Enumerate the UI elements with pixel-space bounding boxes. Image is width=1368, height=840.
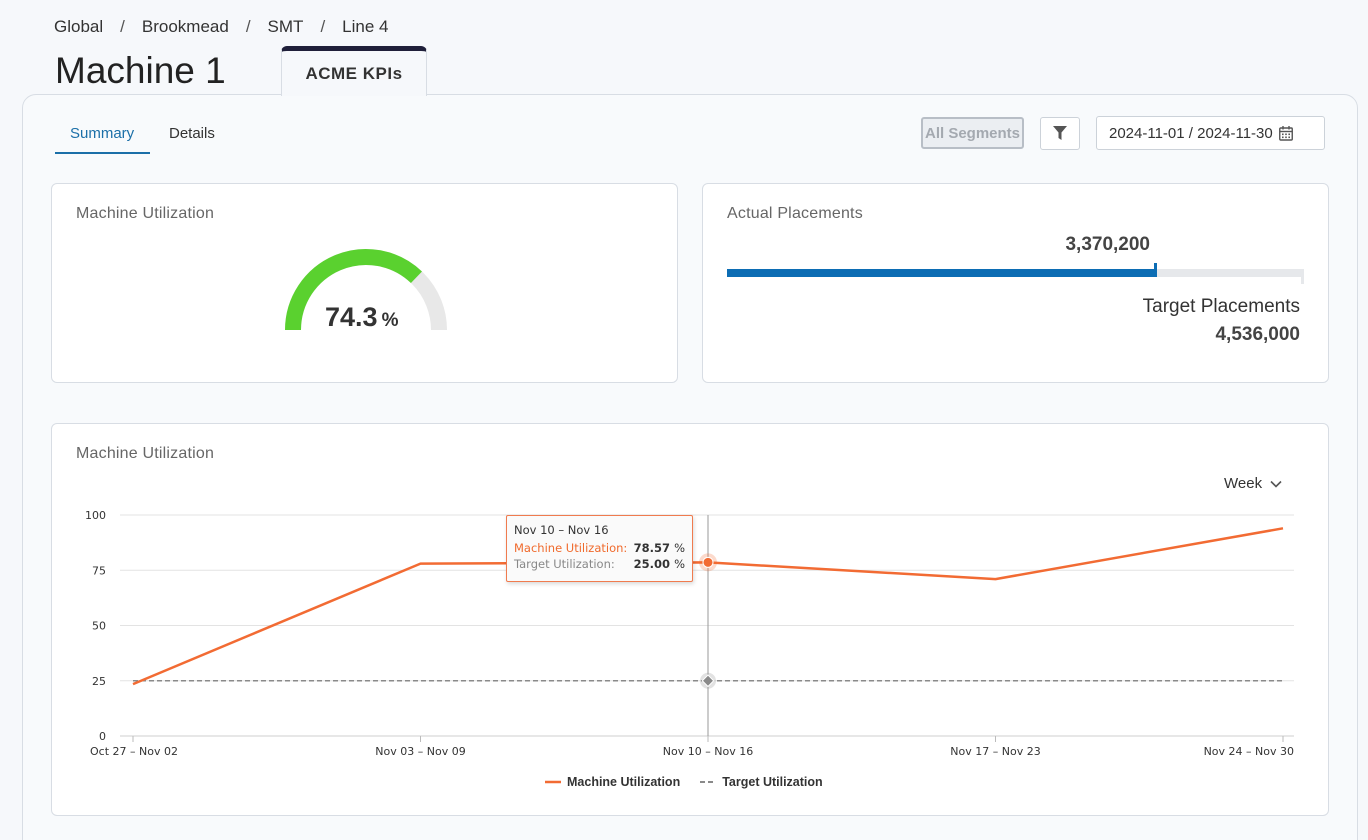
tooltip-tu-unit: % — [674, 557, 685, 571]
tooltip-mu-value: 78.57 — [633, 541, 671, 555]
target-placements-label: Target Placements — [1142, 296, 1300, 317]
placements-card: Actual Placements 3,370,200 Target Place… — [702, 183, 1329, 383]
chart-legend: Machine Utilization Target Utilization — [545, 775, 823, 789]
chart-tooltip: Nov 10 – Nov 16 Machine Utilization: 78.… — [506, 515, 693, 582]
utilization-trend-card: Machine Utilization — [51, 423, 1329, 816]
breadcrumb-item-line[interactable]: Line 4 — [342, 17, 389, 36]
placements-card-title: Actual Placements — [727, 205, 863, 222]
placements-progress-end — [1301, 269, 1304, 284]
date-range-picker[interactable]: 2024-11-01 / 2024-11-30 — [1096, 116, 1325, 150]
tooltip-mu-label: Machine Utilization: — [514, 541, 628, 555]
trend-card-title: Machine Utilization — [76, 445, 215, 462]
utilization-value: 74.3% — [325, 302, 398, 333]
target-placements-value: 4,536,000 — [1215, 324, 1300, 345]
utilization-card: Machine Utilization 74.3% — [51, 183, 678, 383]
period-select-value: Week — [1224, 475, 1263, 492]
page-title: Machine 1 — [55, 50, 226, 91]
legend-line-icon — [545, 780, 561, 784]
tooltip-tu-label: Target Utilization: — [514, 557, 615, 571]
tab-summary[interactable]: Summary — [55, 125, 151, 154]
filter-icon — [1053, 126, 1067, 140]
date-range-value: 2024-11-01 / 2024-11-30 — [1109, 124, 1273, 142]
tooltip-tu-value: 25.00 — [633, 557, 671, 571]
breadcrumb: Global / Brookmead / SMT / Line 4 — [54, 17, 389, 37]
period-select[interactable]: Week — [1224, 475, 1282, 492]
placements-progress-marker — [1153, 263, 1157, 277]
chevron-down-icon — [1270, 480, 1282, 488]
tab-acme-kpis[interactable]: ACME KPIs — [281, 46, 427, 96]
breadcrumb-item-site[interactable]: Brookmead — [141, 17, 229, 36]
placements-progress-fill — [727, 269, 1156, 277]
actual-placements-value: 3,370,200 — [1065, 234, 1150, 255]
utilization-gauge — [285, 249, 447, 331]
utilization-card-title: Machine Utilization — [76, 205, 215, 222]
breadcrumb-separator: / — [320, 17, 326, 36]
legend-item-machine-utilization[interactable]: Machine Utilization — [545, 775, 680, 789]
utilization-number: 74.3 — [325, 302, 378, 332]
legend-label: Machine Utilization — [567, 775, 681, 789]
breadcrumb-separator: / — [245, 17, 251, 36]
breadcrumb-item-global[interactable]: Global — [54, 17, 104, 36]
gauge-fill — [285, 249, 422, 331]
tab-details[interactable]: Details — [169, 125, 215, 142]
calendar-icon — [1278, 125, 1293, 141]
all-segments-button[interactable]: All Segments — [921, 117, 1024, 149]
filter-button[interactable] — [1040, 117, 1080, 150]
legend-item-target-utilization[interactable]: Target Utilization — [700, 775, 823, 789]
legend-dash-icon — [700, 781, 717, 783]
legend-label: Target Utilization — [722, 775, 823, 789]
utilization-unit: % — [381, 310, 399, 331]
placements-progress-bar — [727, 263, 1304, 284]
breadcrumb-separator: / — [120, 17, 125, 36]
tooltip-mu-unit: % — [674, 541, 685, 555]
tooltip-period: Nov 10 – Nov 16 — [514, 523, 609, 537]
breadcrumb-item-area[interactable]: SMT — [267, 17, 304, 36]
